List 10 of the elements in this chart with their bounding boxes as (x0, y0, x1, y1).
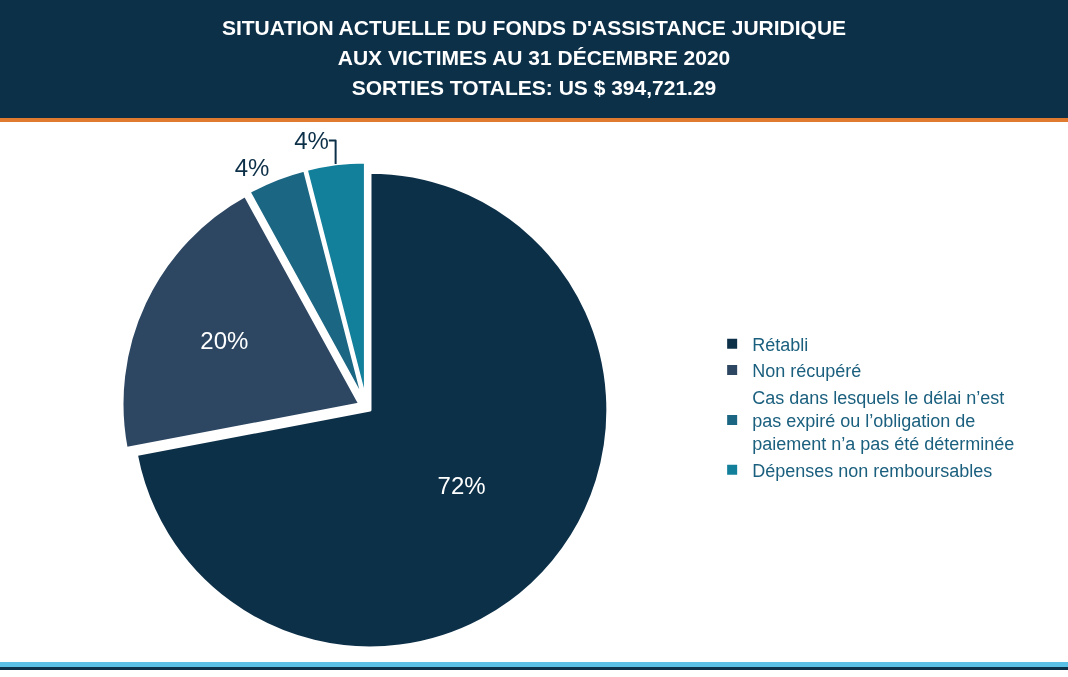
legend-label: Non récupéré (752, 361, 862, 382)
data-label: 4% (234, 154, 270, 182)
chart-subtitle: SORTIES TOTALES: US $ 394,721.29 (350, 75, 718, 101)
chart-title: SITUATION ACTUELLE DU FONDS D'ASSISTANCE JURIDIQUE AUX VICTIMES AU 31 DÉCEMBRE 2020 (220, 15, 848, 71)
data-label: 20% (200, 326, 249, 354)
legend-label: Dépenses non remboursables (752, 460, 993, 481)
legend-label: Rétabli (752, 334, 809, 355)
data-label: 4% (294, 127, 329, 155)
data-label: 72% (437, 472, 486, 500)
legend-label: Cas dans lesquels le délai n’est pas expiré ou l’obligation de paiement n’a pas été déterminée (752, 387, 1015, 455)
